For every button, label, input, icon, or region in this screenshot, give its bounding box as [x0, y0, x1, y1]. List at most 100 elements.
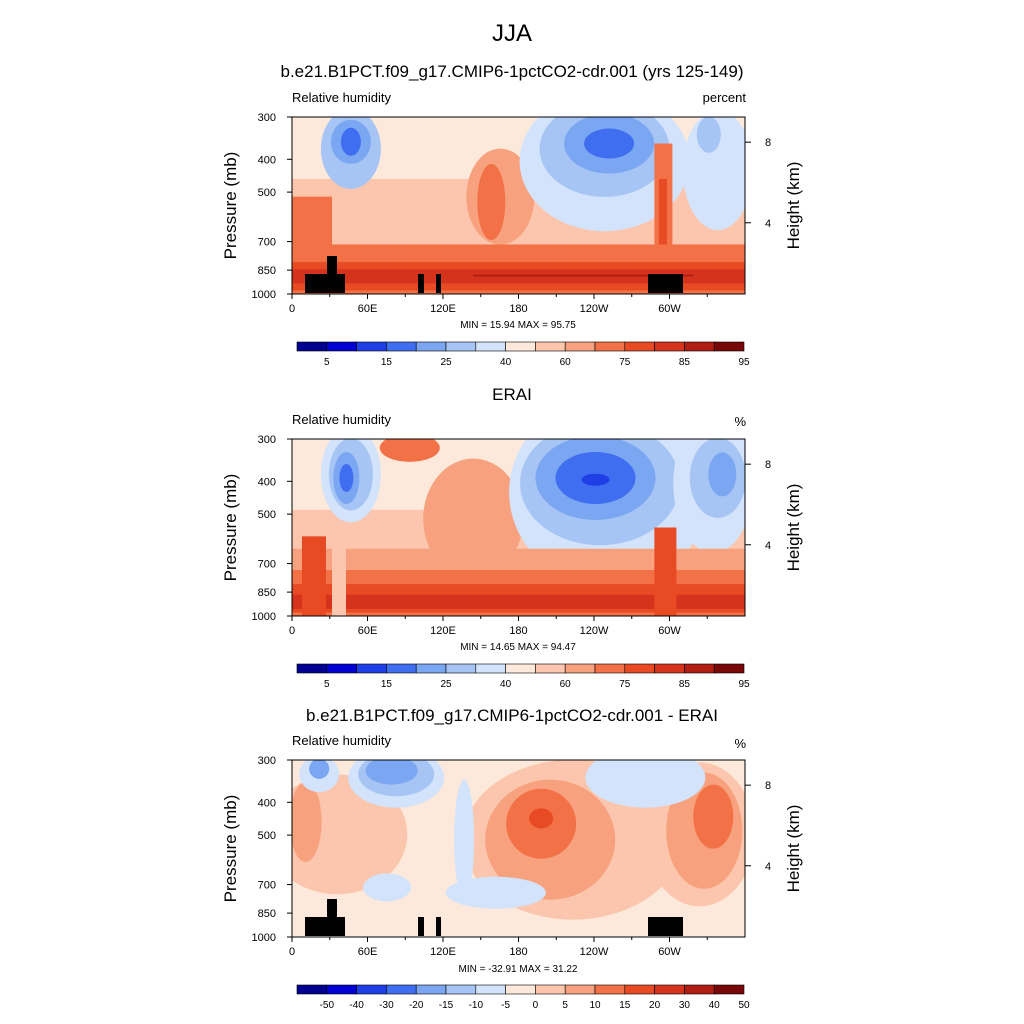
- field-blob: [365, 760, 418, 785]
- height-axis-title: Height (km): [784, 805, 803, 893]
- y-tick-label: 1000: [252, 289, 276, 301]
- x-tick-label: 60W: [658, 303, 681, 315]
- x-tick-label: 120W: [580, 303, 609, 315]
- x-tick-label: 120W: [580, 946, 609, 958]
- colorbar-label: 25: [440, 357, 452, 368]
- colorbar-swatch: [535, 663, 566, 674]
- colorbar-swatch: [386, 663, 417, 674]
- colorbar-label: -20: [409, 1000, 424, 1011]
- colorbar-swatch: [713, 984, 745, 995]
- field-blob: [585, 760, 706, 808]
- topography-mask: [648, 917, 683, 936]
- y-tick-label: 1000: [252, 611, 276, 623]
- colorbar-label: -40: [349, 1000, 364, 1011]
- colorbar-label: 95: [738, 357, 750, 368]
- colorbar-swatch: [475, 984, 506, 995]
- x-tick-label: 120E: [430, 625, 456, 637]
- field-band: [292, 594, 745, 609]
- x-tick-label: 120W: [580, 625, 609, 637]
- colorbar-label: -50: [320, 1000, 335, 1011]
- field-band: [473, 274, 694, 277]
- y-tick-label: 700: [258, 880, 276, 892]
- field-blob: [708, 452, 737, 497]
- colorbar-label: 15: [619, 1000, 631, 1011]
- y-axis-title: Pressure (mb): [221, 152, 240, 260]
- x-tick-label: 60E: [358, 303, 378, 315]
- colorbar: 5 15 25 40 60 75 85 95: [296, 341, 750, 368]
- field-blob: [363, 873, 412, 902]
- y-tick-label: 850: [258, 265, 276, 277]
- colorbar-label: 25: [440, 679, 452, 690]
- y-tick-label: 850: [258, 587, 276, 599]
- colorbar-swatch: [713, 663, 745, 674]
- x-tick-label: 120E: [430, 303, 456, 315]
- colorbar-label: 5: [324, 679, 330, 690]
- colorbar-swatch: [386, 341, 417, 352]
- y-tick-label: 300: [258, 434, 276, 446]
- panel-2-variable-label: Relative humidity: [292, 412, 391, 427]
- colorbar-label: 60: [560, 357, 572, 368]
- y-tick-label: 1000: [252, 932, 276, 944]
- colorbar-label: 15: [381, 357, 393, 368]
- topography-mask: [418, 274, 424, 293]
- x-tick-label: 120E: [430, 946, 456, 958]
- y-tick-label: 300: [258, 112, 276, 124]
- y-tick-label: 850: [258, 908, 276, 920]
- panel-2-units-label: %: [734, 414, 746, 429]
- colorbar-swatch: [415, 663, 447, 674]
- colorbar-label: 30: [679, 1000, 691, 1011]
- panel-3-stats: MIN = -32.91 MAX = 31.22: [458, 964, 578, 975]
- topography-mask: [327, 256, 337, 274]
- colorbar: -50 -40 -30 -20 -15 -10 -5 0 5 10 15 20 30 40 50: [296, 984, 750, 1011]
- colorbar-swatch: [356, 663, 387, 674]
- field-blob: [423, 458, 524, 579]
- panel-1: 0 60E 120E 180 120W 60W 300 400 500 700 850 1000 8 4 P…: [221, 112, 803, 368]
- colorbar-label: 40: [500, 357, 512, 368]
- colorbar-label: 75: [619, 679, 631, 690]
- field-blob: [454, 779, 475, 900]
- topography-mask: [418, 917, 424, 936]
- field-column: [654, 527, 677, 616]
- colorbar-swatch: [356, 984, 387, 995]
- colorbar-swatch: [475, 341, 506, 352]
- colorbar-swatch: [296, 663, 328, 674]
- y-tick-label: 500: [258, 509, 276, 521]
- field-blob: [529, 808, 554, 829]
- colorbar: 5 15 25 40 60 75 85 95: [296, 663, 750, 690]
- x-tick-label: 0: [289, 303, 295, 315]
- y-axis-title: Pressure (mb): [221, 474, 240, 582]
- y-tick-label: 700: [258, 559, 276, 571]
- colorbar-swatch: [326, 663, 357, 674]
- colorbar-label: 75: [619, 357, 631, 368]
- colorbar-label: -10: [469, 1000, 484, 1011]
- colorbar-swatch: [475, 663, 506, 674]
- height-tick-label: 8: [765, 459, 771, 471]
- topography-mask: [327, 899, 337, 917]
- colorbar-swatch: [326, 984, 357, 995]
- colorbar-label: 50: [738, 1000, 750, 1011]
- field-blob: [309, 760, 330, 779]
- colorbar-swatch: [624, 984, 655, 995]
- height-tick-label: 8: [765, 137, 771, 149]
- colorbar-swatch: [624, 341, 655, 352]
- colorbar-swatch: [564, 984, 596, 995]
- y-tick-label: 500: [258, 830, 276, 842]
- panel-1-title: b.e21.B1PCT.f09_g17.CMIP6-1pctCO2-cdr.00…: [280, 62, 744, 81]
- field-column: [332, 536, 346, 616]
- y-tick-label: 500: [258, 187, 276, 199]
- height-axis-title: Height (km): [784, 484, 803, 572]
- colorbar-swatch: [594, 663, 626, 674]
- panel-2: 0 60E 120E 180 120W 60W 300 400 500 700 850 1000 8 4 P…: [221, 434, 803, 690]
- x-tick-label: 0: [289, 625, 295, 637]
- topography-mask: [648, 274, 683, 293]
- colorbar-swatch: [684, 663, 715, 674]
- colorbar-label: 85: [679, 679, 691, 690]
- colorbar-swatch: [535, 341, 566, 352]
- colorbar-label: 40: [709, 1000, 721, 1011]
- colorbar-swatch: [594, 984, 626, 995]
- field-blob: [379, 439, 440, 462]
- heatmap-field: [292, 117, 745, 294]
- y-tick-label: 400: [258, 476, 276, 488]
- y-tick-label: 400: [258, 154, 276, 166]
- colorbar-swatch: [415, 984, 447, 995]
